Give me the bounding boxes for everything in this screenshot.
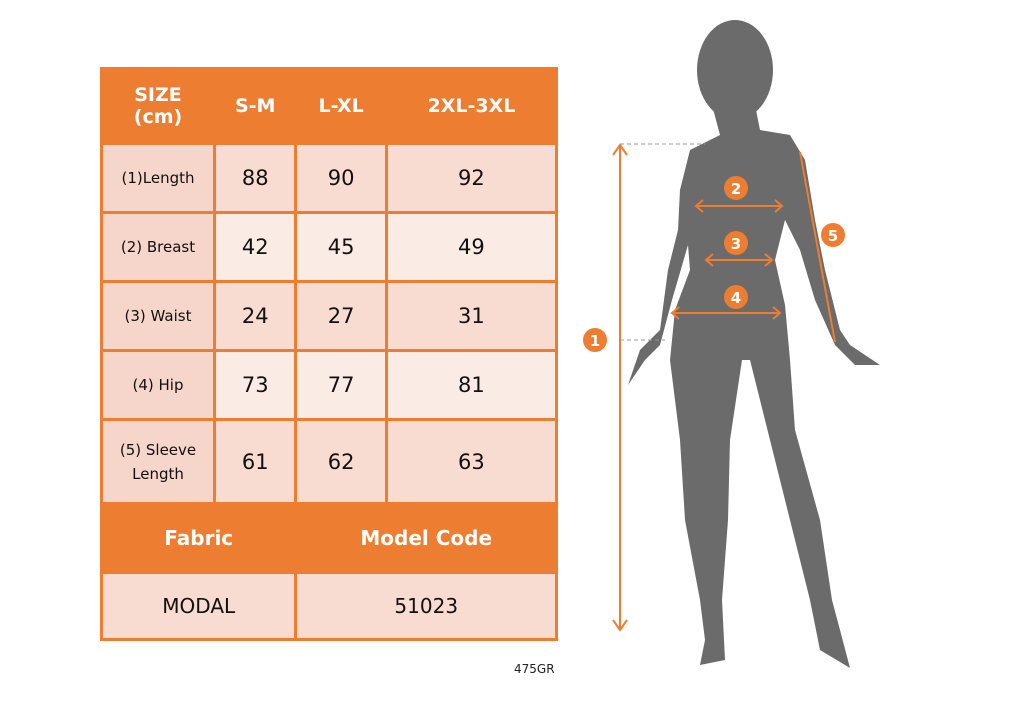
cell: 88: [212, 142, 298, 214]
cell: 73: [212, 349, 298, 421]
size-header: SIZE (cm): [100, 67, 216, 145]
cell: 63: [384, 418, 559, 505]
footer-header-row: Fabric Model Code: [99, 502, 558, 574]
row-label: (5) Sleeve Length: [100, 418, 216, 505]
size-chart-table: SIZE (cm) S-M L-XL 2XL-3XL (1)Length 88 90 9…: [99, 67, 559, 641]
cell: 49: [384, 211, 559, 283]
cell: 31: [384, 280, 559, 352]
cell: 90: [294, 142, 388, 214]
col-header: S-M: [212, 67, 298, 145]
cell: 62: [294, 418, 388, 505]
svg-text:1: 1: [590, 332, 600, 350]
row-label: (2) Breast: [100, 211, 216, 283]
row-label: (4) Hip: [100, 349, 216, 421]
header-row: SIZE (cm) S-M L-XL 2XL-3XL: [100, 67, 559, 145]
svg-text:2: 2: [731, 180, 741, 198]
product-code: 475GR: [514, 662, 555, 676]
marker-2: 2: [724, 176, 748, 200]
cell: 81: [384, 349, 559, 421]
table-row: (2) Breast 42 45 49: [100, 211, 559, 283]
model-code-value: 51023: [294, 571, 558, 641]
footer-value-row: MODAL 51023: [99, 571, 558, 641]
measurement-lines: [612, 143, 836, 632]
size-label: SIZE: [134, 84, 182, 106]
guide-lines: [620, 143, 705, 341]
model-code-header: Model Code: [294, 502, 558, 574]
marker-5: 5: [821, 223, 845, 247]
cell: 77: [294, 349, 388, 421]
row-label: (3) Waist: [100, 280, 216, 352]
col-header: L-XL: [294, 67, 388, 145]
cell: 27: [294, 280, 388, 352]
silhouette: [628, 20, 880, 668]
marker-1: 1: [583, 328, 607, 352]
table-row: (1)Length 88 90 92: [100, 142, 559, 214]
col-header: 2XL-3XL: [384, 67, 559, 145]
table-row: (5) Sleeve Length 61 62 63: [100, 418, 559, 505]
marker-3: 3: [724, 231, 748, 255]
table-row: (3) Waist 24 27 31: [100, 280, 559, 352]
svg-text:3: 3: [731, 235, 741, 253]
cell: 45: [294, 211, 388, 283]
cell: 61: [212, 418, 298, 505]
cell: 42: [212, 211, 298, 283]
cell: 92: [384, 142, 559, 214]
fabric-header: Fabric: [99, 502, 298, 574]
table-row: (4) Hip 73 77 81: [100, 349, 559, 421]
cell: 24: [212, 280, 298, 352]
svg-text:4: 4: [731, 289, 741, 307]
marker-4: 4: [724, 285, 748, 309]
row-label: (1)Length: [100, 142, 216, 214]
svg-text:5: 5: [828, 227, 838, 245]
fabric-value: MODAL: [99, 571, 298, 641]
unit-label: (cm): [133, 106, 183, 128]
